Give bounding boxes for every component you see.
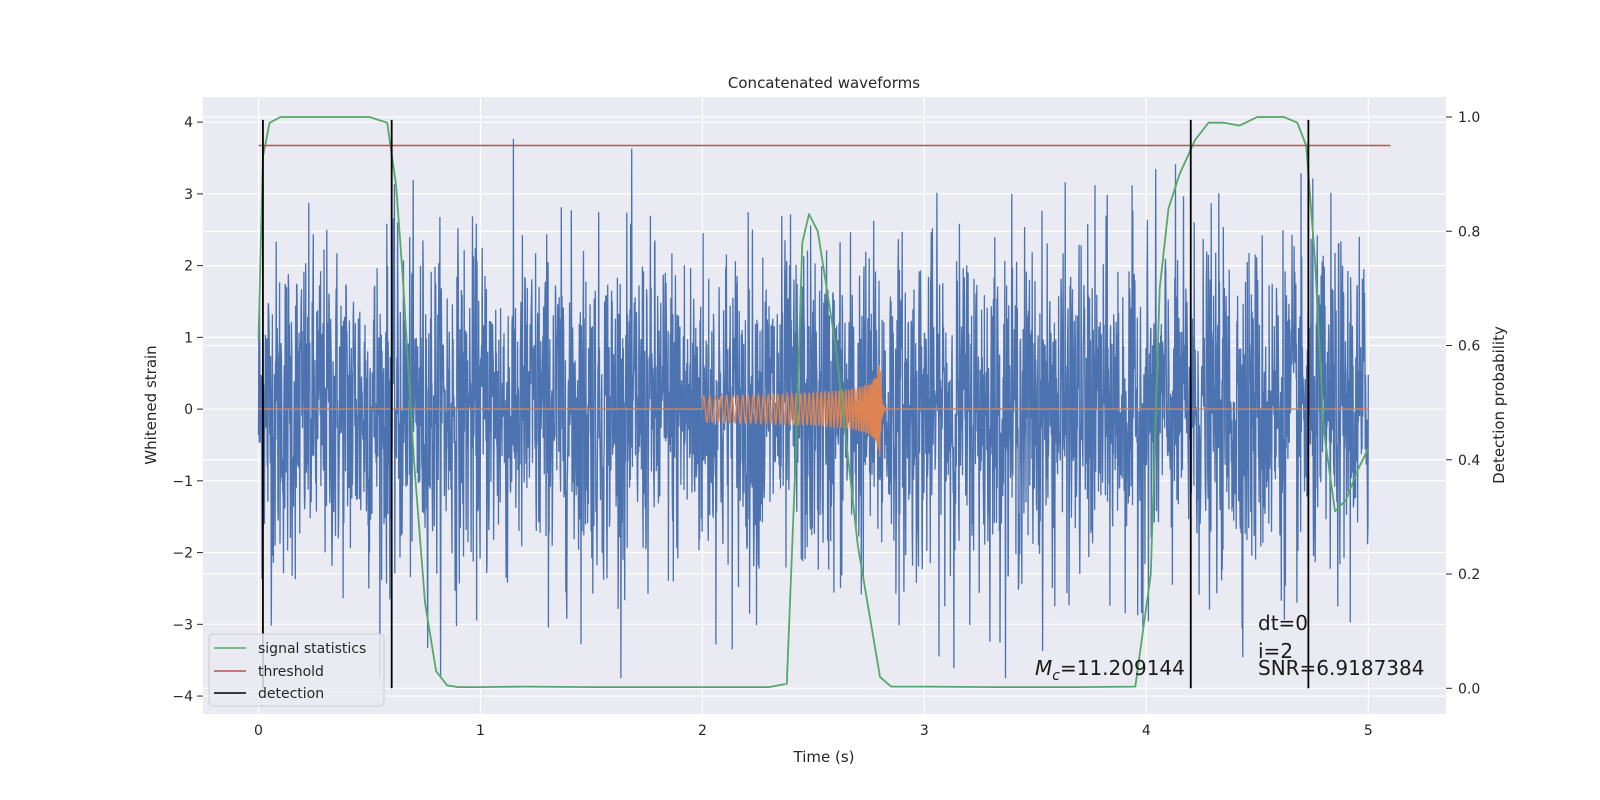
- mc-symbol: M: [1035, 656, 1052, 680]
- y2-tick-label: 0.6: [1458, 339, 1480, 355]
- y-tick-label: 2: [184, 259, 193, 275]
- y2-tick-label: 0.2: [1458, 567, 1480, 583]
- y-tick-label: 3: [184, 187, 193, 203]
- y2-tick-label: 1.0: [1458, 110, 1480, 126]
- mc-subscript: c: [1052, 668, 1060, 684]
- series-injected-waveform: [258, 364, 1369, 457]
- legend: signal statistics threshold detection: [208, 633, 385, 707]
- y-tick-label: −1: [172, 474, 193, 490]
- y-tick-label: 0: [184, 402, 193, 418]
- x-tick-label: 3: [920, 723, 929, 739]
- y2-axis-label: Detection probability: [1490, 326, 1508, 484]
- y-tick-label: −4: [172, 689, 193, 705]
- y-tick-label: 4: [184, 115, 193, 131]
- x-tick-label: 1: [476, 723, 485, 739]
- ticks: 0 1 2 3 4 5 −4 −3 −2 −1 0 1 2 3 4 0.0 0.2 0.4 0.6 0.8 1.0: [172, 110, 1480, 739]
- i-annotation: i=2: [1258, 639, 1293, 663]
- mc-value: =11.209144: [1060, 656, 1185, 680]
- series-whitened-strain: [257, 138, 1369, 679]
- y-tick-label: −3: [172, 617, 193, 633]
- y2-tick-label: 0.0: [1458, 681, 1480, 697]
- chart-title: Concatenated waveforms: [728, 74, 920, 92]
- legend-box: [208, 633, 385, 707]
- y-tick-label: 1: [184, 330, 193, 346]
- y2-tick-label: 0.4: [1458, 453, 1480, 469]
- snr-annotation: SNR=6.9187384: [1258, 656, 1424, 680]
- x-tick-label: 4: [1142, 723, 1151, 739]
- legend-label-signal-statistics: signal statistics: [258, 641, 366, 657]
- y-tick-label: −2: [172, 546, 193, 562]
- x-tick-label: 0: [254, 723, 263, 739]
- x-tick-label: 5: [1364, 723, 1373, 739]
- series-signal-statistics: [257, 116, 1370, 688]
- x-tick-label: 2: [698, 723, 707, 739]
- legend-label-detection: detection: [258, 686, 324, 702]
- x-axis-label: Time (s): [793, 748, 855, 766]
- series-layer: [257, 116, 1391, 689]
- legend-label-threshold: threshold: [258, 664, 324, 680]
- y-axis-label: Whitened strain: [142, 345, 160, 464]
- y2-tick-label: 0.8: [1458, 224, 1480, 240]
- dt-annotation: dt=0: [1258, 611, 1308, 635]
- mc-annotation: Mc=11.209144: [1035, 656, 1185, 684]
